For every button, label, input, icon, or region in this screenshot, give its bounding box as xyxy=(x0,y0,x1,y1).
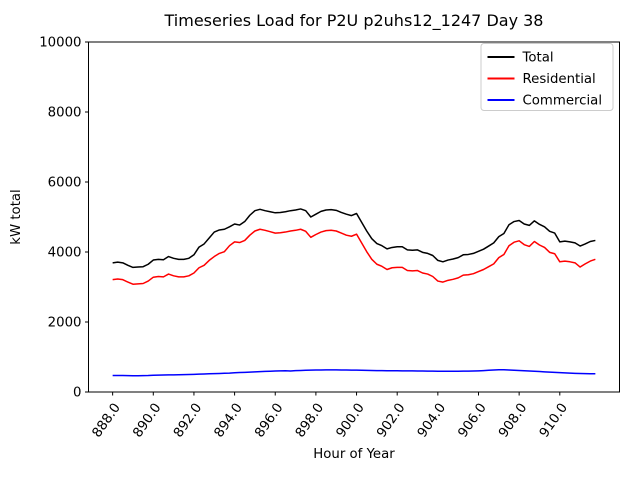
y-axis: 0 2000 4000 6000 8000 10000 kW total xyxy=(9,36,89,401)
y-tick-label: 8000 xyxy=(48,106,82,121)
y-tick-label: 4000 xyxy=(48,246,82,261)
x-tick-label: 910.0 xyxy=(537,401,571,441)
plot-border xyxy=(88,41,620,393)
y-axis-label: kW total xyxy=(9,189,24,244)
x-tick-label: 908.0 xyxy=(496,401,530,441)
x-tick-label: 898.0 xyxy=(293,401,327,441)
chart-title: Timeseries Load for P2U p2uhs12_1247 Day… xyxy=(164,11,544,31)
legend-label-commercial: Commercial xyxy=(523,94,603,109)
legend: Total Residential Commercial xyxy=(480,43,614,111)
series-residential-line xyxy=(112,228,596,285)
y-tick-label: 10000 xyxy=(39,36,81,51)
x-tick-label: 894.0 xyxy=(212,401,246,441)
legend-label-residential: Residential xyxy=(523,72,596,87)
legend-box xyxy=(480,43,614,111)
x-tick-label: 888.0 xyxy=(90,401,124,441)
legend-label-total: Total xyxy=(522,51,554,66)
x-tick-label: 896.0 xyxy=(252,401,286,441)
x-axis-label: Hour of Year xyxy=(313,447,395,462)
y-tick-label: 2000 xyxy=(48,316,82,331)
x-tick-label: 900.0 xyxy=(334,401,368,441)
x-tick-label: 906.0 xyxy=(456,401,490,441)
y-tick-label: 0 xyxy=(73,386,81,401)
series-commercial-line xyxy=(112,368,596,377)
x-tick-label: 892.0 xyxy=(171,401,205,441)
x-axis: 888.0 890.0 892.0 894.0 896.0 898.0 900.0 902.0… xyxy=(90,392,571,462)
y-tick-label: 6000 xyxy=(48,176,82,191)
series-total-line xyxy=(112,208,596,269)
x-tick-label: 904.0 xyxy=(415,401,449,441)
x-tick-label: 890.0 xyxy=(130,401,164,441)
x-tick-label: 902.0 xyxy=(374,401,408,441)
